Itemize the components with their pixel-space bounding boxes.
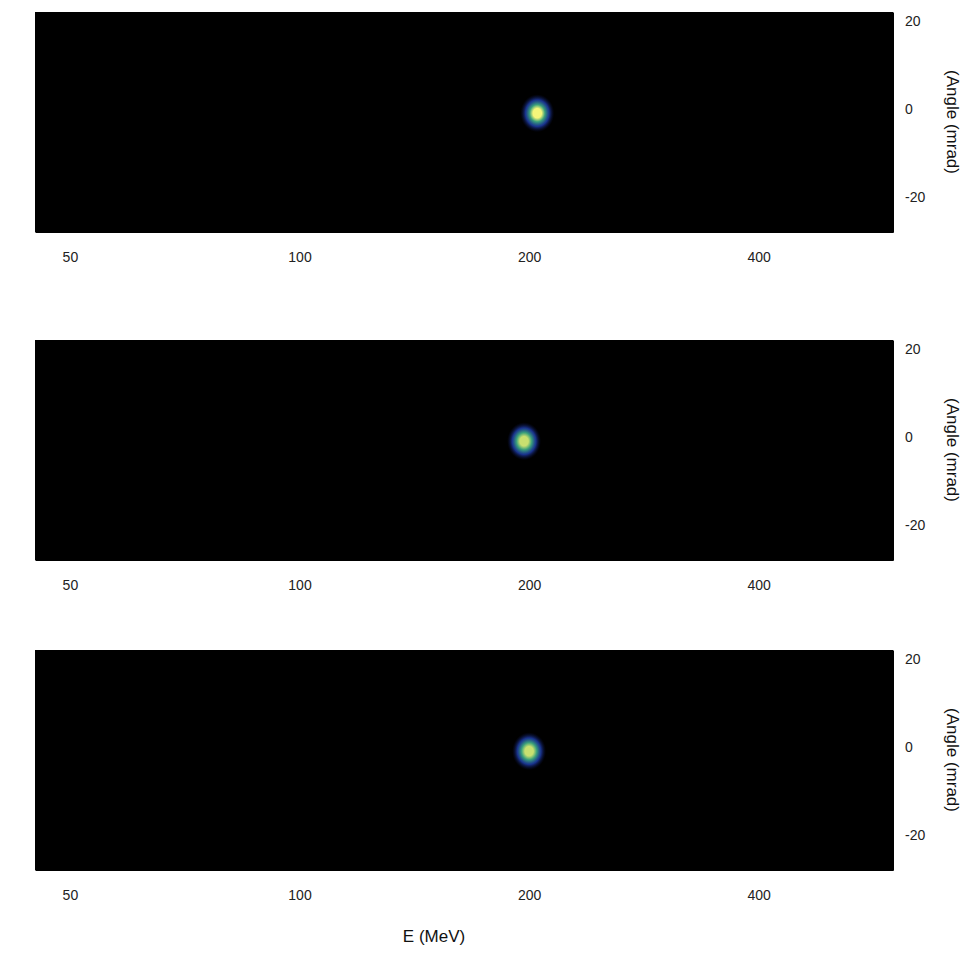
- y-tick: 0: [893, 429, 913, 445]
- y-tick-label: 0: [905, 101, 913, 117]
- x-tick: 100: [288, 560, 312, 593]
- y-tick: 0: [893, 101, 913, 117]
- y-tick: 20: [893, 651, 921, 667]
- x-tick-label: 50: [63, 249, 79, 265]
- x-tick-label: 400: [748, 249, 772, 265]
- x-axis-title: E (MeV): [403, 927, 465, 946]
- y-tick: 0: [893, 739, 913, 755]
- x-tick-label: 200: [518, 887, 542, 903]
- electron-spot: [512, 732, 546, 770]
- y-axis: 20 0 -20: [893, 341, 925, 561]
- panel: 50100200400200-20(Angle (mrad): [35, 340, 962, 593]
- panel: 50100200400200-20(Angle (mrad)E (MeV): [35, 650, 962, 946]
- y-tick-label: 0: [905, 429, 913, 445]
- marks: [520, 94, 554, 132]
- x-axis-line: [36, 870, 894, 871]
- x-tick: 400: [748, 232, 772, 265]
- y-axis-line: [893, 13, 894, 233]
- x-tick-label: 100: [288, 249, 312, 265]
- y-axis-title: (Angle (mrad): [943, 398, 962, 502]
- x-tick-label: 100: [288, 577, 312, 593]
- y-tick: 20: [893, 13, 921, 29]
- y-axis-line: [893, 341, 894, 561]
- x-tick-label: 200: [518, 577, 542, 593]
- electron-spot: [507, 422, 541, 460]
- figure: 50100200400200-20(Angle (mrad)5010020040…: [0, 0, 978, 954]
- y-axis-title: (Angle (mrad): [943, 70, 962, 174]
- plot-background: [35, 12, 893, 232]
- marks: [512, 732, 546, 770]
- x-tick: 50: [63, 232, 79, 265]
- x-tick-label: 50: [63, 887, 79, 903]
- x-tick: 400: [748, 870, 772, 903]
- y-tick-label: 0: [905, 739, 913, 755]
- x-tick: 200: [518, 560, 542, 593]
- y-tick-label: -20: [905, 827, 925, 843]
- x-axis: 50 100 200 400: [36, 870, 894, 903]
- y-axis-title: (Angle (mrad): [943, 708, 962, 812]
- x-tick: 100: [288, 232, 312, 265]
- y-tick-label: -20: [905, 517, 925, 533]
- y-axis: 20 0 -20: [893, 651, 925, 871]
- x-axis: 50 100 200 400: [36, 560, 894, 593]
- y-tick-label: -20: [905, 189, 925, 205]
- y-tick: -20: [893, 189, 925, 205]
- x-tick: 200: [518, 870, 542, 903]
- y-tick-label: 20: [905, 341, 921, 357]
- x-tick: 200: [518, 232, 542, 265]
- x-tick-label: 400: [748, 577, 772, 593]
- x-tick: 100: [288, 870, 312, 903]
- x-tick-label: 200: [518, 249, 542, 265]
- plot-background: [35, 340, 893, 560]
- x-tick: 50: [63, 560, 79, 593]
- electron-spot: [520, 94, 554, 132]
- plot-background: [35, 650, 893, 870]
- y-tick-label: 20: [905, 651, 921, 667]
- y-tick: -20: [893, 517, 925, 533]
- y-tick-label: 20: [905, 13, 921, 29]
- x-tick: 50: [63, 870, 79, 903]
- x-axis: 50 100 200 400: [36, 232, 894, 265]
- marks: [507, 422, 541, 460]
- panel: 50100200400200-20(Angle (mrad): [35, 12, 962, 265]
- x-tick-label: 400: [748, 887, 772, 903]
- y-axis: 20 0 -20: [893, 13, 925, 233]
- y-axis-line: [893, 651, 894, 871]
- x-tick-label: 100: [288, 887, 312, 903]
- x-tick: 400: [748, 560, 772, 593]
- y-tick: -20: [893, 827, 925, 843]
- y-tick: 20: [893, 341, 921, 357]
- x-tick-label: 50: [63, 577, 79, 593]
- x-axis-line: [36, 560, 894, 561]
- x-axis-line: [36, 232, 894, 233]
